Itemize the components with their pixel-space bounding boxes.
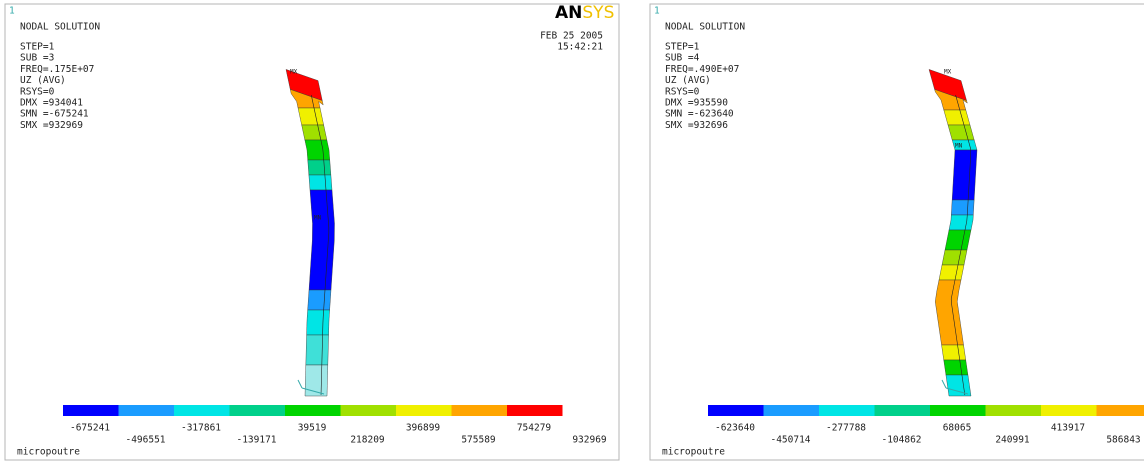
legend-swatch (341, 405, 397, 416)
legend-swatch (452, 405, 508, 416)
beam-segment (307, 310, 330, 335)
screenshot: 1NODAL SOLUTIONSTEP=1SUB =3FREQ=.175E+07… (0, 0, 1144, 463)
info-line: SUB =4 (665, 53, 700, 64)
beam-segment (951, 200, 974, 215)
beam-segment (949, 215, 973, 230)
info-line: UZ (AVG) (20, 75, 66, 86)
beam-segment (939, 265, 964, 280)
info-line: FREQ=.175E+07 (20, 64, 94, 75)
info-line: SMX =932696 (665, 120, 728, 131)
legend-swatch (174, 405, 230, 416)
beam-segment (944, 360, 968, 375)
info-line: SMX =932969 (20, 120, 83, 131)
info-line: SUB =3 (20, 53, 54, 64)
logo-bold: AN (555, 3, 582, 23)
legend-label: -139171 (236, 435, 276, 446)
legend-label: 932969 (572, 435, 607, 446)
legend-swatch (1097, 405, 1144, 416)
legend-swatch (396, 405, 452, 416)
info-line: STEP=1 (20, 42, 55, 53)
beam-segment (305, 140, 330, 160)
legend-label: -496551 (125, 435, 165, 446)
min-label: MN (314, 215, 322, 222)
legend-label: -277788 (826, 423, 866, 434)
beam-segment (305, 365, 328, 396)
legend-swatch (285, 405, 341, 416)
legend-label: 575589 (461, 435, 496, 446)
info-line: RSYS=0 (20, 86, 55, 97)
info-line: RSYS=0 (665, 86, 700, 97)
legend-label: -623640 (715, 423, 755, 434)
info-line: SMN =-675241 (20, 109, 89, 120)
footer: micropoutre (17, 447, 80, 458)
beam-segment (948, 125, 974, 140)
legend-label: 754279 (517, 423, 552, 434)
legend-label: -104862 (881, 435, 921, 446)
beam-segment (946, 375, 971, 396)
legend-label: -317861 (181, 423, 221, 434)
legend-swatch (507, 405, 563, 416)
info-line: SMN =-623640 (665, 109, 734, 120)
beam-segment (302, 125, 327, 140)
legend-swatch (230, 405, 286, 416)
beam-segment (309, 190, 335, 290)
beam-segment (945, 230, 971, 250)
max-label: MX (290, 69, 298, 76)
legend-label: 586843 (1106, 435, 1140, 446)
legend-swatch (986, 405, 1042, 416)
legend-label: 39519 (298, 423, 327, 434)
info-line: STEP=1 (665, 42, 700, 53)
logo-accent: SYS (582, 3, 614, 23)
max-label: MX (944, 69, 952, 76)
beam-segment (309, 175, 332, 190)
beam-segment (942, 345, 966, 360)
ansys-logo: ANSYS (555, 3, 614, 23)
legend-swatch (1041, 405, 1097, 416)
beam-segment (942, 250, 967, 265)
legend-label: 218209 (350, 435, 385, 446)
legend-swatch (930, 405, 986, 416)
window-number: 1 (9, 6, 15, 17)
legend-swatch (119, 405, 175, 416)
min-label: MN (955, 143, 963, 150)
plot-title: NODAL SOLUTION (665, 22, 745, 33)
beam-segment (308, 290, 331, 310)
beam-segment (298, 108, 324, 125)
info-line: DMX =934041 (20, 98, 83, 109)
legend-label: -450714 (770, 435, 810, 446)
legend-swatch (764, 405, 820, 416)
time: 15:42:21 (557, 42, 603, 53)
info-line: UZ (AVG) (665, 75, 711, 86)
legend-label: 68065 (943, 423, 972, 434)
legend-swatch (708, 405, 764, 416)
legend-label: -675241 (70, 423, 110, 434)
legend-swatch (63, 405, 119, 416)
info-line: DMX =935590 (665, 98, 728, 109)
plot-title: NODAL SOLUTION (20, 22, 100, 33)
beam-segment (308, 160, 331, 175)
info-line: FREQ=.490E+07 (665, 64, 739, 75)
footer: micropoutre (662, 447, 725, 458)
window-number: 1 (654, 6, 660, 17)
legend-swatch (819, 405, 875, 416)
date: FEB 25 2005 (540, 31, 603, 42)
beam-segment (306, 335, 329, 365)
beam-segment (952, 150, 977, 200)
legend-swatch (875, 405, 931, 416)
legend-label: 396899 (406, 423, 441, 434)
beam-segment (944, 110, 970, 125)
legend-label: 240991 (995, 435, 1030, 446)
legend-label: 413917 (1051, 423, 1085, 434)
